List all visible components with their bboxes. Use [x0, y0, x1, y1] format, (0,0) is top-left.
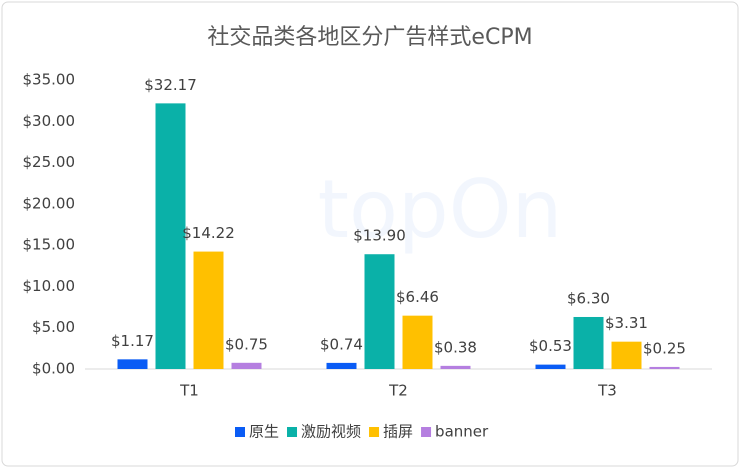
- value-label: $14.22: [182, 224, 235, 242]
- value-label: $6.46: [396, 288, 439, 306]
- legend-swatch: [235, 427, 245, 437]
- bar: [364, 254, 395, 369]
- bar: [326, 362, 357, 369]
- bar: [402, 315, 433, 369]
- bar: [193, 251, 224, 369]
- legend-swatch: [287, 427, 298, 437]
- y-tick-label: $0.00: [32, 360, 75, 378]
- value-label: $32.17: [144, 76, 197, 94]
- legend-label: banner: [435, 423, 489, 441]
- legend-label: 原生: [249, 423, 279, 441]
- legend-swatch: [421, 427, 432, 437]
- x-tick-label: T2: [388, 382, 408, 400]
- y-tick-label: $10.00: [23, 277, 76, 295]
- x-tick-label: T3: [597, 382, 617, 400]
- value-label: $3.31: [605, 314, 648, 332]
- y-tick-label: $5.00: [32, 318, 75, 336]
- bar: [440, 365, 471, 369]
- legend-label: 插屏: [383, 423, 413, 441]
- value-label: $0.75: [225, 335, 268, 353]
- bar: [117, 359, 148, 369]
- y-tick-label: $35.00: [23, 71, 76, 89]
- value-label: $0.38: [434, 338, 477, 356]
- bar: [649, 366, 680, 369]
- bar: [535, 364, 566, 369]
- bar: [155, 103, 186, 370]
- y-tick-label: $15.00: [23, 236, 76, 254]
- value-label: $1.17: [111, 332, 154, 350]
- bar: [573, 316, 604, 369]
- watermark: topOn: [318, 163, 563, 256]
- chart-title: 社交品类各地区分广告样式eCPM: [207, 25, 532, 50]
- value-label: $6.30: [567, 289, 610, 307]
- y-tick-label: $20.00: [23, 194, 76, 212]
- y-tick-label: $30.00: [23, 112, 76, 130]
- bar: [611, 341, 642, 369]
- x-tick-label: T1: [179, 382, 199, 400]
- value-label: $0.74: [320, 335, 363, 353]
- y-tick-label: $25.00: [23, 153, 76, 171]
- value-label: $0.53: [529, 337, 572, 355]
- legend-label: 激励视频: [301, 423, 361, 441]
- value-label: $0.25: [643, 339, 686, 357]
- value-label: $13.90: [353, 227, 406, 245]
- legend-swatch: [369, 427, 380, 437]
- bar: [231, 362, 262, 369]
